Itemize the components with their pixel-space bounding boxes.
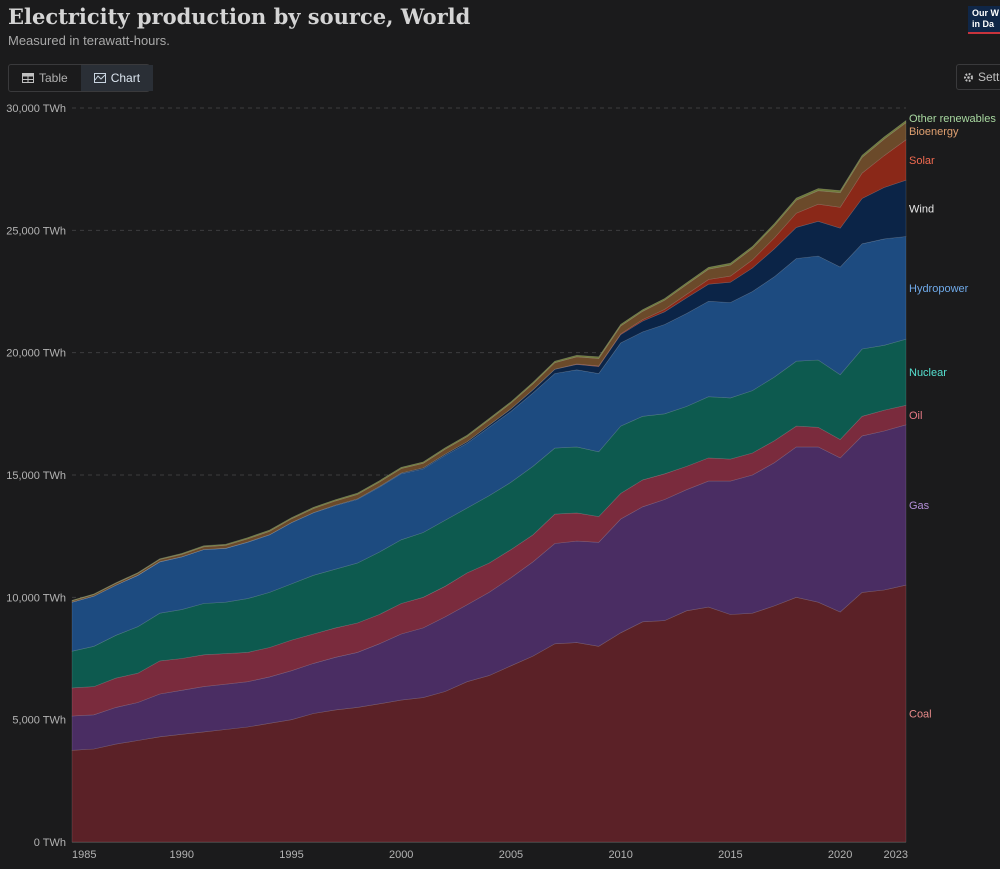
logo-line-2: in Da [972, 19, 995, 29]
y-tick-label: 15,000 TWh [6, 470, 66, 482]
series-label-solar[interactable]: Solar [909, 155, 935, 167]
x-tick-label: 2023 [884, 849, 908, 861]
series-labels: Coal Gas Oil Nuclear Hydropower Wind Solar Bioe… [909, 113, 996, 720]
y-tick-label: 5,000 TWh [12, 715, 66, 727]
series-label-wind[interactable]: Wind [909, 203, 934, 215]
y-tick-label: 20,000 TWh [6, 348, 66, 360]
tab-chart-label: Chart [110, 71, 141, 85]
x-tick-label: 1985 [72, 849, 96, 861]
series-label-nuclear[interactable]: Nuclear [909, 367, 947, 379]
settings-button[interactable]: Setti [956, 64, 1000, 90]
series-label-gas[interactable]: Gas [909, 500, 930, 512]
view-tabs: Table Chart [8, 64, 154, 92]
settings-label: Setti [978, 70, 1000, 84]
series-label-bioenergy[interactable]: Bioenergy [909, 126, 959, 138]
owid-logo[interactable]: Our W in Da [968, 6, 1000, 34]
logo-line-1: Our W [972, 8, 999, 18]
x-tick-label: 2000 [389, 849, 413, 861]
tab-chart[interactable]: Chart [80, 65, 154, 91]
x-tick-label: 2015 [718, 849, 742, 861]
y-axis: 0 TWh 5,000 TWh 10,000 TWh 15,000 TWh 20,000… [6, 103, 66, 849]
y-tick-label: 0 TWh [34, 837, 66, 849]
table-icon [22, 73, 34, 83]
x-tick-label: 2005 [499, 849, 523, 861]
series-label-coal[interactable]: Coal [909, 709, 932, 721]
page-subtitle: Measured in terawatt-hours. [8, 33, 170, 48]
x-tick-label: 2010 [608, 849, 632, 861]
page-title: Electricity production by source, World [8, 4, 471, 29]
x-tick-label: 2020 [828, 849, 852, 861]
x-axis: 1985 1990 1995 2000 2005 2010 2015 2020 2023 [72, 849, 908, 861]
x-tick-label: 1995 [279, 849, 303, 861]
area-chart: 0 TWh 5,000 TWh 10,000 TWh 15,000 TWh 20,000… [6, 103, 996, 861]
tab-table-label: Table [39, 71, 68, 85]
tab-table[interactable]: Table [9, 65, 81, 91]
gear-icon [964, 72, 973, 82]
series-label-hydropower[interactable]: Hydropower [909, 283, 969, 295]
y-tick-label: 25,000 TWh [6, 225, 66, 237]
y-tick-label: 10,000 TWh [6, 592, 66, 604]
chart-icon [93, 73, 106, 83]
x-tick-label: 1990 [169, 849, 193, 861]
series-areas [71, 119, 907, 843]
series-label-other-renewables[interactable]: Other renewables [909, 113, 996, 125]
y-tick-label: 30,000 TWh [6, 103, 66, 115]
series-label-oil[interactable]: Oil [909, 410, 922, 422]
area-other-renewables[interactable] [71, 119, 907, 602]
